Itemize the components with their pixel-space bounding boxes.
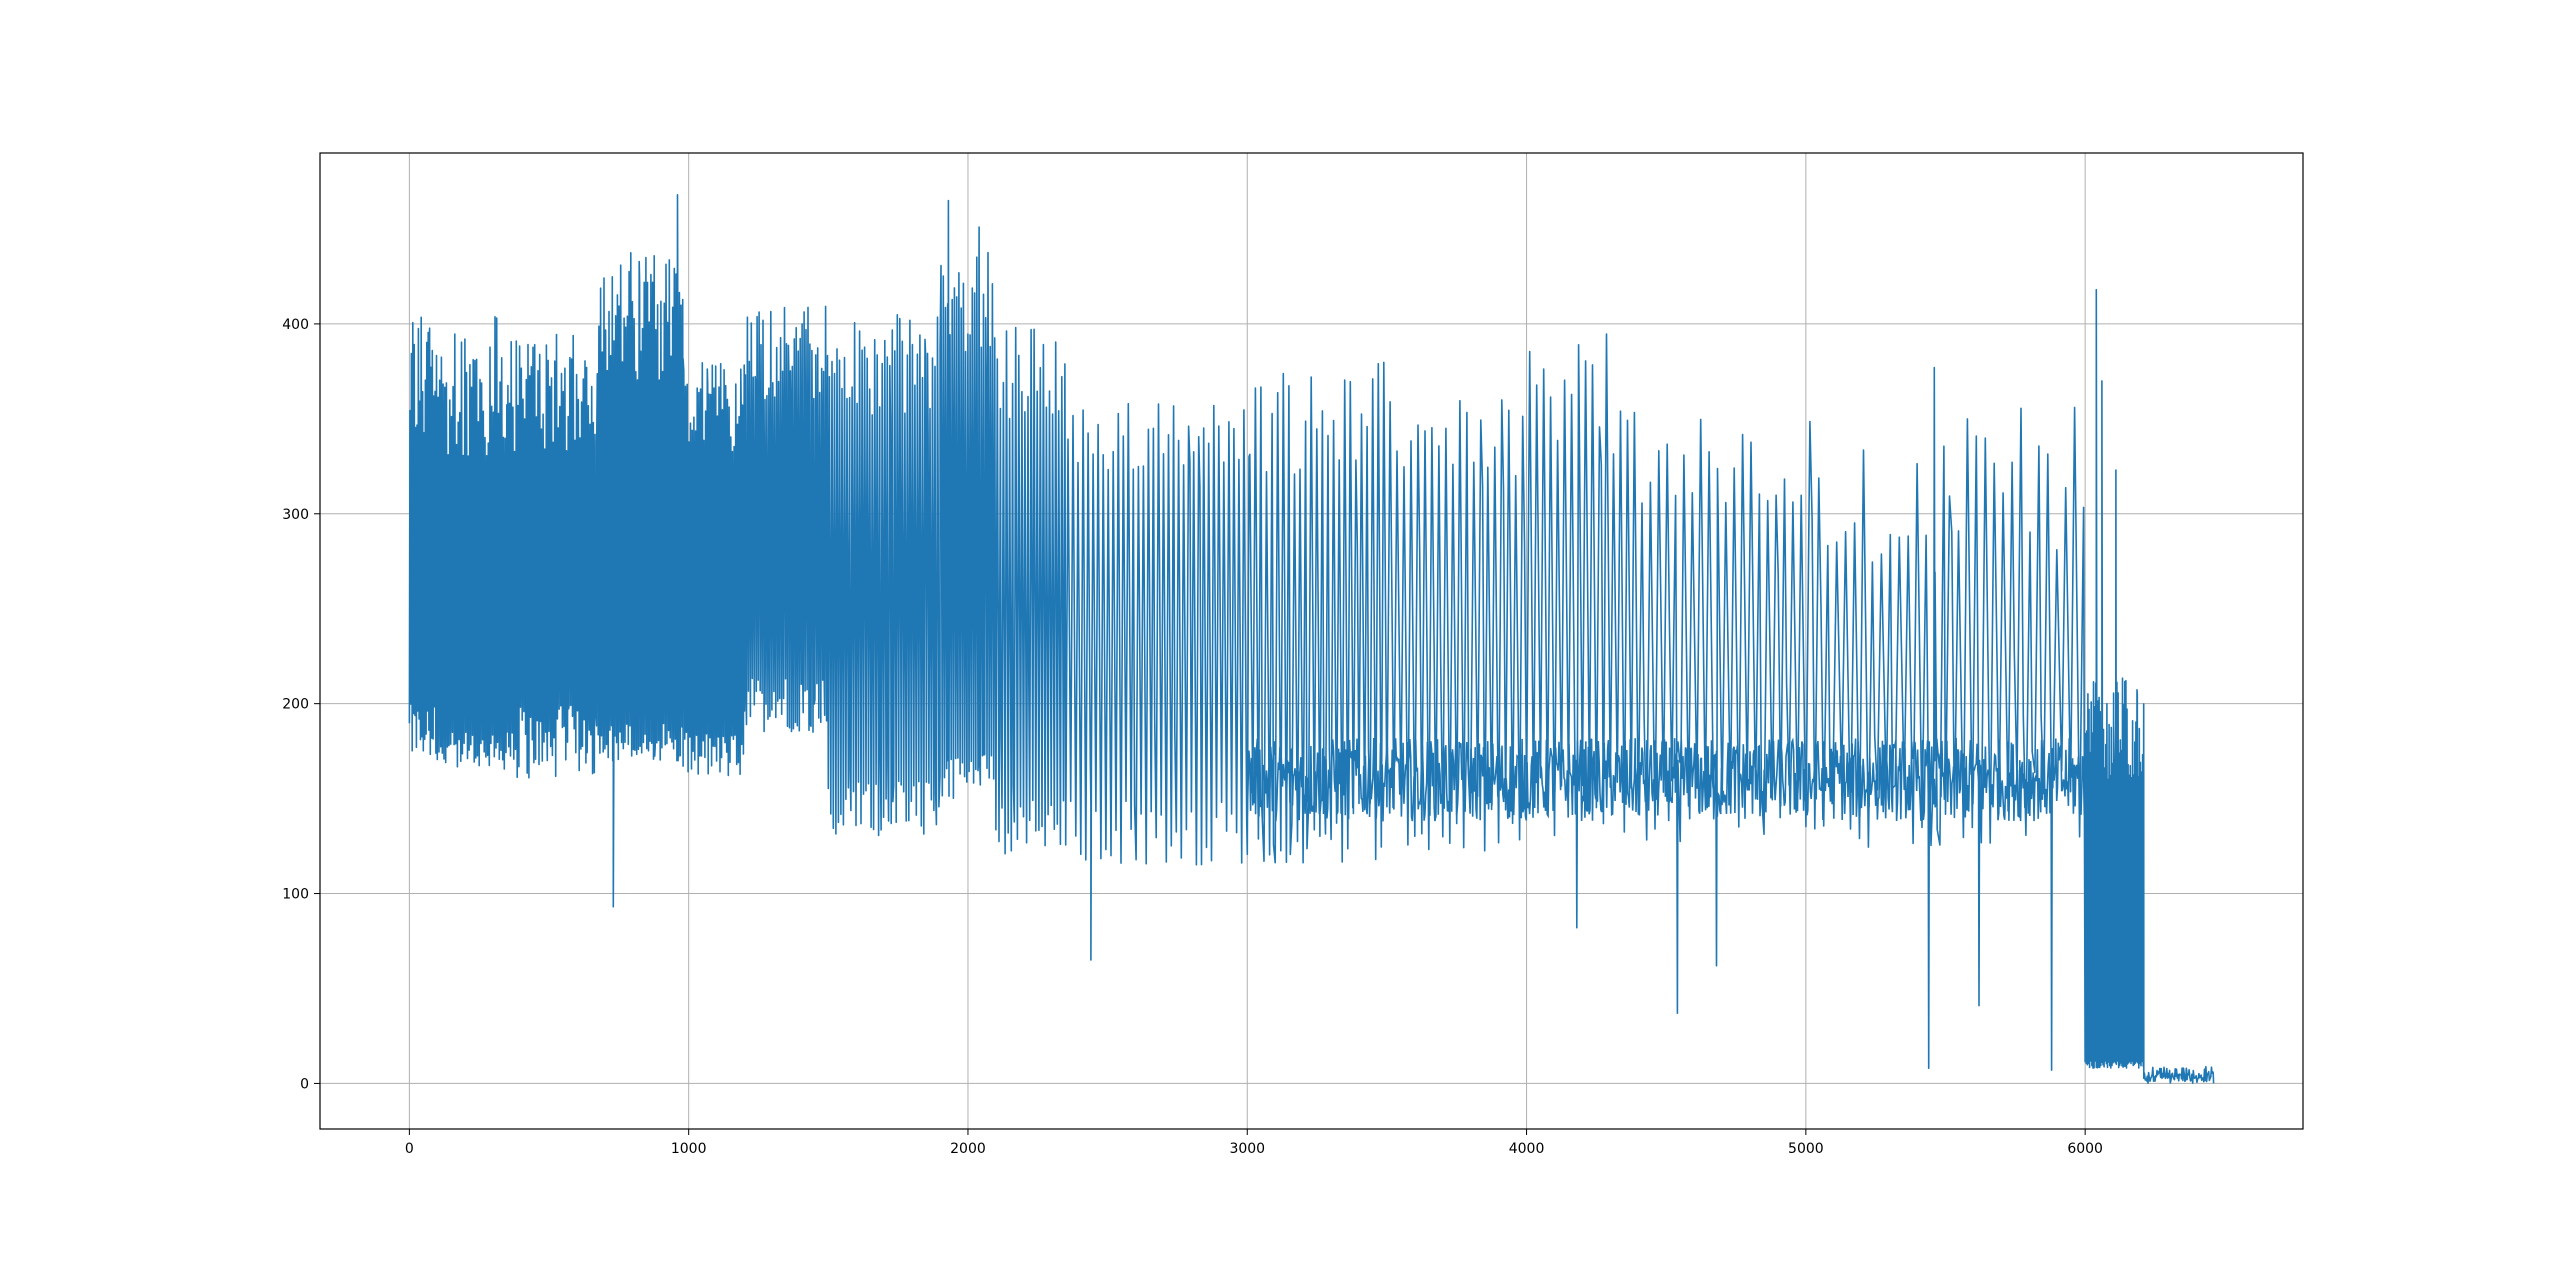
y-tick-label: 300 [282,507,309,523]
y-tick-label: 400 [282,317,309,333]
y-tick-label: 0 [300,1076,309,1092]
x-tick-label: 4000 [1509,1141,1545,1157]
series-layer [408,194,2215,1085]
plot-frame [319,152,2304,1130]
x-tick-label: 3000 [1229,1141,1265,1157]
series-line [408,194,2215,1085]
x-tick-label: 5000 [1788,1141,1824,1157]
y-tick-label: 200 [282,697,309,713]
x-tick-label: 0 [405,1141,414,1157]
x-tick-label: 2000 [950,1141,986,1157]
x-axis: 0 1000 2000 3000 4000 5000 6000 [405,1129,2103,1157]
x-tick-label: 6000 [2067,1141,2103,1157]
series-noise-band [1246,737,2086,822]
y-axis: 0 100 200 300 400 [282,317,320,1092]
x-tick-label: 1000 [671,1141,707,1157]
y-tick-label: 100 [282,887,309,903]
